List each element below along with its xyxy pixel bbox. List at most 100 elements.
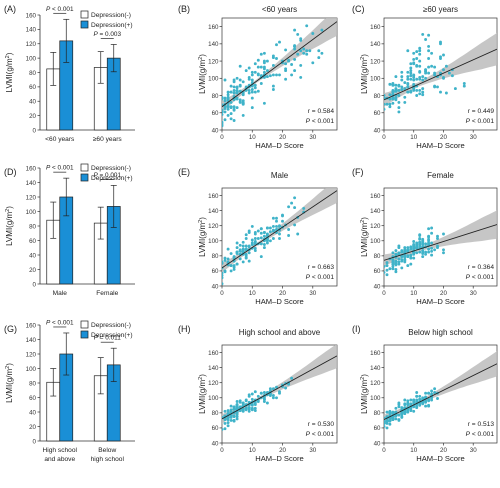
data-point — [226, 107, 230, 111]
data-point — [424, 76, 428, 80]
data-point — [232, 88, 236, 92]
data-point — [241, 249, 245, 253]
data-point — [406, 90, 410, 94]
data-point — [244, 244, 248, 248]
data-point — [241, 80, 245, 84]
data-point — [427, 71, 431, 75]
y-tick-label: 60 — [212, 110, 219, 117]
x-tick-label: 0 — [382, 290, 386, 297]
data-point — [268, 239, 272, 243]
data-point — [424, 399, 428, 403]
data-point — [253, 246, 257, 250]
data-point — [403, 81, 407, 85]
data-point — [265, 59, 269, 63]
category-label: high school — [91, 456, 125, 463]
data-point — [427, 227, 431, 231]
data-point — [222, 282, 224, 286]
data-point — [427, 247, 431, 251]
y-tick-label: 100 — [208, 395, 219, 402]
data-point — [433, 84, 437, 88]
data-point — [222, 273, 224, 277]
data-point — [262, 65, 266, 69]
data-point — [305, 49, 309, 53]
data-point — [250, 392, 254, 396]
data-point — [415, 88, 419, 92]
x-tick-label: 20 — [440, 134, 447, 141]
data-point — [241, 99, 245, 103]
data-point — [284, 48, 288, 52]
data-point — [271, 54, 275, 58]
data-point — [271, 237, 275, 240]
panel-e-scatter-plot: (E) Male 40 60 80 100 120 140 160 0 10 20 30 HAM–D Sc… — [178, 167, 338, 306]
data-point — [278, 237, 281, 240]
data-point — [424, 404, 428, 408]
data-point — [421, 396, 425, 400]
data-point — [418, 64, 422, 68]
y-tick-label: 40 — [374, 283, 381, 290]
data-point — [253, 83, 257, 87]
data-point — [388, 82, 392, 86]
data-point — [262, 391, 266, 394]
category-label: Below — [98, 447, 116, 454]
data-point — [275, 43, 278, 47]
p-value-annotation: P < 0.001 — [46, 165, 74, 172]
data-point — [406, 248, 410, 252]
data-point — [394, 75, 398, 79]
correlation-r: r = 0.449 — [468, 108, 495, 115]
data-point — [311, 32, 315, 35]
data-point — [226, 93, 230, 97]
data-point — [442, 76, 445, 80]
data-point — [259, 52, 263, 56]
data-point — [232, 80, 236, 84]
data-point — [439, 57, 442, 60]
data-point — [415, 245, 419, 249]
category-label: and above — [44, 456, 75, 463]
data-point — [412, 78, 416, 82]
legend-label: Depression(+) — [91, 22, 133, 29]
data-point — [293, 44, 297, 48]
x-tick-label: 10 — [410, 290, 417, 297]
legend-swatch — [80, 20, 89, 29]
x-axis-label: HAM–D Score — [416, 141, 465, 150]
chart-title: Female — [427, 171, 454, 180]
regression-line — [222, 355, 337, 420]
data-point — [229, 415, 233, 419]
data-point — [421, 402, 425, 406]
data-point — [397, 413, 401, 417]
data-point — [391, 262, 395, 266]
data-point — [232, 255, 236, 259]
panel-label: (C) — [352, 4, 365, 14]
y-tick-label: 140 — [370, 208, 381, 215]
x-tick-label: 20 — [279, 290, 286, 297]
data-point — [409, 262, 413, 266]
data-point — [250, 243, 254, 246]
data-point — [409, 402, 413, 406]
data-point — [397, 88, 401, 92]
chart-title: Below high school — [408, 328, 473, 337]
data-point — [247, 88, 251, 92]
data-point — [400, 266, 404, 270]
legend-swatch — [80, 173, 89, 182]
data-point — [265, 239, 269, 243]
data-point — [415, 77, 419, 81]
data-point — [391, 82, 395, 85]
data-point — [247, 231, 251, 234]
data-point — [275, 385, 278, 389]
correlation-p: P < 0.001 — [466, 274, 495, 281]
data-point — [385, 426, 389, 430]
data-point — [427, 235, 431, 239]
data-point — [430, 398, 434, 402]
data-point — [262, 70, 266, 74]
data-point — [223, 78, 227, 82]
data-point — [275, 396, 278, 400]
p-value-annotation: P = 0.001 — [93, 172, 121, 179]
panel-label: (G) — [4, 324, 17, 334]
data-point — [238, 89, 242, 93]
data-point — [409, 69, 413, 73]
confidence-band — [384, 32, 497, 107]
data-point — [253, 390, 257, 394]
y-tick-label: 40 — [374, 440, 381, 447]
data-point — [253, 240, 257, 243]
y-tick-label: 80 — [29, 223, 36, 230]
category-label: Female — [96, 290, 118, 297]
